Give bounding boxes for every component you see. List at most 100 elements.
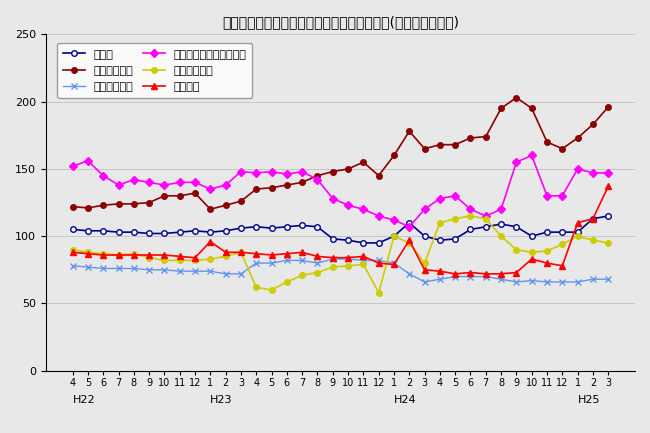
- 電気機械工業: [222, 271, 229, 276]
- 電子部品・デバイス工業: [207, 187, 215, 192]
- 電気機械工業: [114, 266, 122, 271]
- 電気機械工業: [237, 271, 245, 276]
- 電子部品・デバイス工業: [497, 207, 505, 212]
- 化学工業: [313, 254, 321, 259]
- 鉱工業: [207, 229, 215, 235]
- 一般機械工業: [329, 169, 337, 174]
- 輸送機械工業: [406, 240, 413, 246]
- 電子部品・デバイス工業: [406, 224, 413, 229]
- 化学工業: [406, 238, 413, 243]
- 一般機械工業: [145, 200, 153, 205]
- 電子部品・デバイス工業: [268, 169, 276, 174]
- 鉱工業: [574, 229, 582, 235]
- 一般機械工業: [313, 173, 321, 178]
- 電気機械工業: [421, 279, 428, 284]
- 一般機械工業: [344, 166, 352, 171]
- 一般機械工業: [390, 153, 398, 158]
- 電子部品・デバイス工業: [574, 166, 582, 171]
- 化学工業: [161, 252, 168, 258]
- 鉱工業: [390, 233, 398, 239]
- 化学工業: [191, 255, 199, 260]
- 電気機械工業: [482, 274, 489, 279]
- 電子部品・デバイス工業: [375, 213, 383, 219]
- Line: 輸送機械工業: 輸送機械工業: [70, 213, 611, 295]
- 電気機械工業: [252, 261, 260, 266]
- 輸送機械工業: [252, 285, 260, 290]
- 化学工業: [528, 256, 536, 262]
- 電子部品・デバイス工業: [482, 213, 489, 219]
- 電子部品・デバイス工業: [329, 196, 337, 201]
- 電気機械工業: [604, 277, 612, 282]
- 電気機械工業: [99, 266, 107, 271]
- 化学工業: [574, 220, 582, 225]
- Title: 三重県鉱工業生産及び主要業種別指数の推移(季節調整済指数): 三重県鉱工業生産及び主要業種別指数の推移(季節調整済指数): [222, 15, 459, 29]
- 輸送機械工業: [375, 290, 383, 295]
- 一般機械工業: [421, 146, 428, 151]
- 化学工業: [176, 254, 184, 259]
- Line: 鉱工業: 鉱工業: [70, 213, 611, 246]
- 輸送機械工業: [589, 238, 597, 243]
- 一般機械工業: [589, 122, 597, 127]
- 電気機械工業: [558, 279, 566, 284]
- 輸送機械工業: [482, 216, 489, 221]
- 鉱工業: [482, 224, 489, 229]
- 化学工業: [543, 261, 551, 266]
- 輸送機械工業: [359, 262, 367, 267]
- 電気機械工業: [451, 274, 459, 279]
- 鉱工業: [421, 233, 428, 239]
- 電子部品・デバイス工業: [451, 193, 459, 198]
- 化学工業: [114, 252, 122, 258]
- 輸送機械工業: [512, 247, 520, 252]
- 一般機械工業: [207, 207, 215, 212]
- 一般機械工業: [451, 142, 459, 147]
- 電気機械工業: [436, 277, 444, 282]
- 一般機械工業: [543, 139, 551, 145]
- 化学工業: [99, 252, 107, 258]
- 鉱工業: [145, 231, 153, 236]
- 化学工業: [298, 250, 306, 255]
- 輸送機械工業: [222, 254, 229, 259]
- 化学工業: [283, 251, 291, 256]
- 一般機械工業: [558, 146, 566, 151]
- 化学工業: [69, 250, 77, 255]
- 電子部品・デバイス工業: [283, 171, 291, 177]
- 輸送機械工業: [130, 251, 138, 256]
- 電気機械工業: [512, 279, 520, 284]
- 化学工業: [329, 255, 337, 260]
- 化学工業: [359, 254, 367, 259]
- 電気機械工業: [161, 267, 168, 272]
- 鉱工業: [589, 216, 597, 221]
- 輸送機械工業: [528, 250, 536, 255]
- 輸送機械工業: [114, 252, 122, 258]
- 鉱工業: [191, 228, 199, 233]
- 鉱工業: [252, 224, 260, 229]
- 一般機械工業: [406, 129, 413, 134]
- 鉱工業: [436, 238, 444, 243]
- 輸送機械工業: [69, 247, 77, 252]
- 化学工業: [375, 261, 383, 266]
- Text: H23: H23: [211, 394, 233, 404]
- 鉱工業: [69, 227, 77, 232]
- 鉱工業: [222, 228, 229, 233]
- 電子部品・デバイス工業: [467, 207, 474, 212]
- 鉱工業: [161, 231, 168, 236]
- 鉱工業: [512, 224, 520, 229]
- 鉱工業: [283, 224, 291, 229]
- 電子部品・デバイス工業: [252, 170, 260, 175]
- 電子部品・デバイス工業: [344, 203, 352, 208]
- 鉱工業: [237, 226, 245, 231]
- 輸送機械工業: [604, 240, 612, 246]
- 輸送機械工業: [207, 256, 215, 262]
- 電気機械工業: [497, 277, 505, 282]
- 電気機械工業: [375, 258, 383, 263]
- 鉱工業: [528, 233, 536, 239]
- 一般機械工業: [298, 180, 306, 185]
- 電子部品・デバイス工業: [237, 169, 245, 174]
- 電子部品・デバイス工業: [298, 169, 306, 174]
- 化学工業: [84, 251, 92, 256]
- 電子部品・デバイス工業: [436, 196, 444, 201]
- 電気機械工業: [390, 261, 398, 266]
- 電子部品・デバイス工業: [390, 217, 398, 223]
- 一般機械工業: [528, 106, 536, 111]
- 鉱工業: [558, 229, 566, 235]
